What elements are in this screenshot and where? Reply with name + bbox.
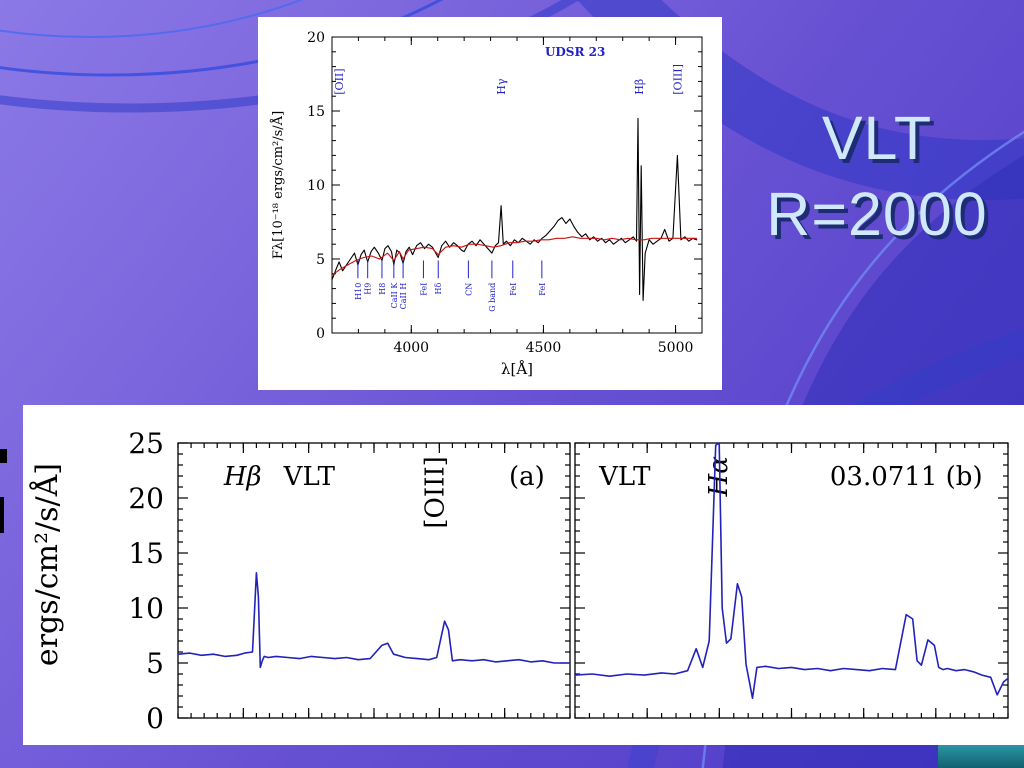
svg-text:15: 15: [307, 104, 325, 120]
svg-text:CaII K: CaII K: [390, 282, 399, 309]
udsr23-spectrum-chart: 4000 4500 5000 0 5 10 15 20 λ[Å] Fλ[10⁻¹⁸ ergs/cm…: [270, 30, 703, 378]
svg-text:25: 25: [128, 427, 164, 460]
svg-text:[OIII]: [OIII]: [671, 64, 684, 95]
svg-text:(a): (a): [509, 462, 545, 492]
svg-text:[OIII]: [OIII]: [421, 456, 451, 528]
svg-text:Fλ[10⁻¹⁸ ergs/cm²/s/Å]: Fλ[10⁻¹⁸ ergs/cm²/s/Å]: [270, 111, 286, 259]
clipped-label-fragment: [0, 449, 7, 463]
svg-text:ergs/cm²/s/Å]: ergs/cm²/s/Å]: [29, 463, 65, 666]
svg-text:VLT: VLT: [598, 462, 651, 492]
svg-text:15: 15: [128, 537, 164, 570]
svg-text:5000: 5000: [658, 340, 694, 356]
svg-text:4000: 4000: [393, 340, 429, 356]
svg-text:5: 5: [316, 252, 325, 268]
svg-text:Hγ: Hγ: [495, 78, 508, 95]
svg-text:H9: H9: [364, 283, 373, 295]
slide-title: VLT R=2000: [727, 100, 1024, 252]
svg-text:FeI: FeI: [538, 283, 547, 296]
svg-text:FeI: FeI: [509, 283, 518, 296]
svg-text:4500: 4500: [526, 340, 562, 356]
svg-text:H8: H8: [378, 283, 387, 295]
svg-text:UDSR 23: UDSR 23: [545, 45, 605, 59]
svg-text:CN: CN: [464, 283, 473, 296]
clipped-label-fragment: [0, 497, 4, 533]
svg-text:CaII H: CaII H: [399, 283, 408, 310]
slide-title-line1: VLT: [821, 104, 933, 172]
svg-text:[OII]: [OII]: [333, 68, 346, 94]
svg-text:λ[Å]: λ[Å]: [501, 360, 533, 378]
svg-text:20: 20: [128, 482, 164, 515]
svg-text:0: 0: [316, 326, 325, 342]
svg-text:H10: H10: [354, 283, 363, 300]
figure-vlt-spectra: ergs/cm²/s/Å] 0 5 10 15 20 25 Hβ VLT [OIII] (a) VLT…: [23, 405, 1024, 745]
slide-title-line2: R=2000: [766, 180, 988, 248]
svg-text:Hβ: Hβ: [223, 462, 262, 492]
svg-text:G band: G band: [488, 283, 497, 312]
svg-text:VLT: VLT: [283, 462, 336, 492]
vlt-spectra-chart: ergs/cm²/s/Å] 0 5 10 15 20 25 Hβ VLT [OIII] (a) VLT…: [29, 427, 1009, 735]
svg-text:Hδ: Hδ: [434, 283, 443, 295]
svg-text:5: 5: [146, 647, 164, 680]
svg-text:03.0711 (b): 03.0711 (b): [830, 462, 983, 492]
svg-text:10: 10: [307, 178, 325, 194]
svg-text:20: 20: [307, 30, 325, 46]
svg-text:0: 0: [146, 702, 164, 735]
corner-accent-bar: [938, 745, 1024, 768]
figure-udsr23-spectrum: 4000 4500 5000 0 5 10 15 20 λ[Å] Fλ[10⁻¹⁸ ergs/cm…: [258, 17, 722, 390]
svg-text:10: 10: [128, 592, 164, 625]
svg-text:Hβ: Hβ: [633, 79, 646, 95]
svg-text:FeI: FeI: [419, 283, 428, 296]
